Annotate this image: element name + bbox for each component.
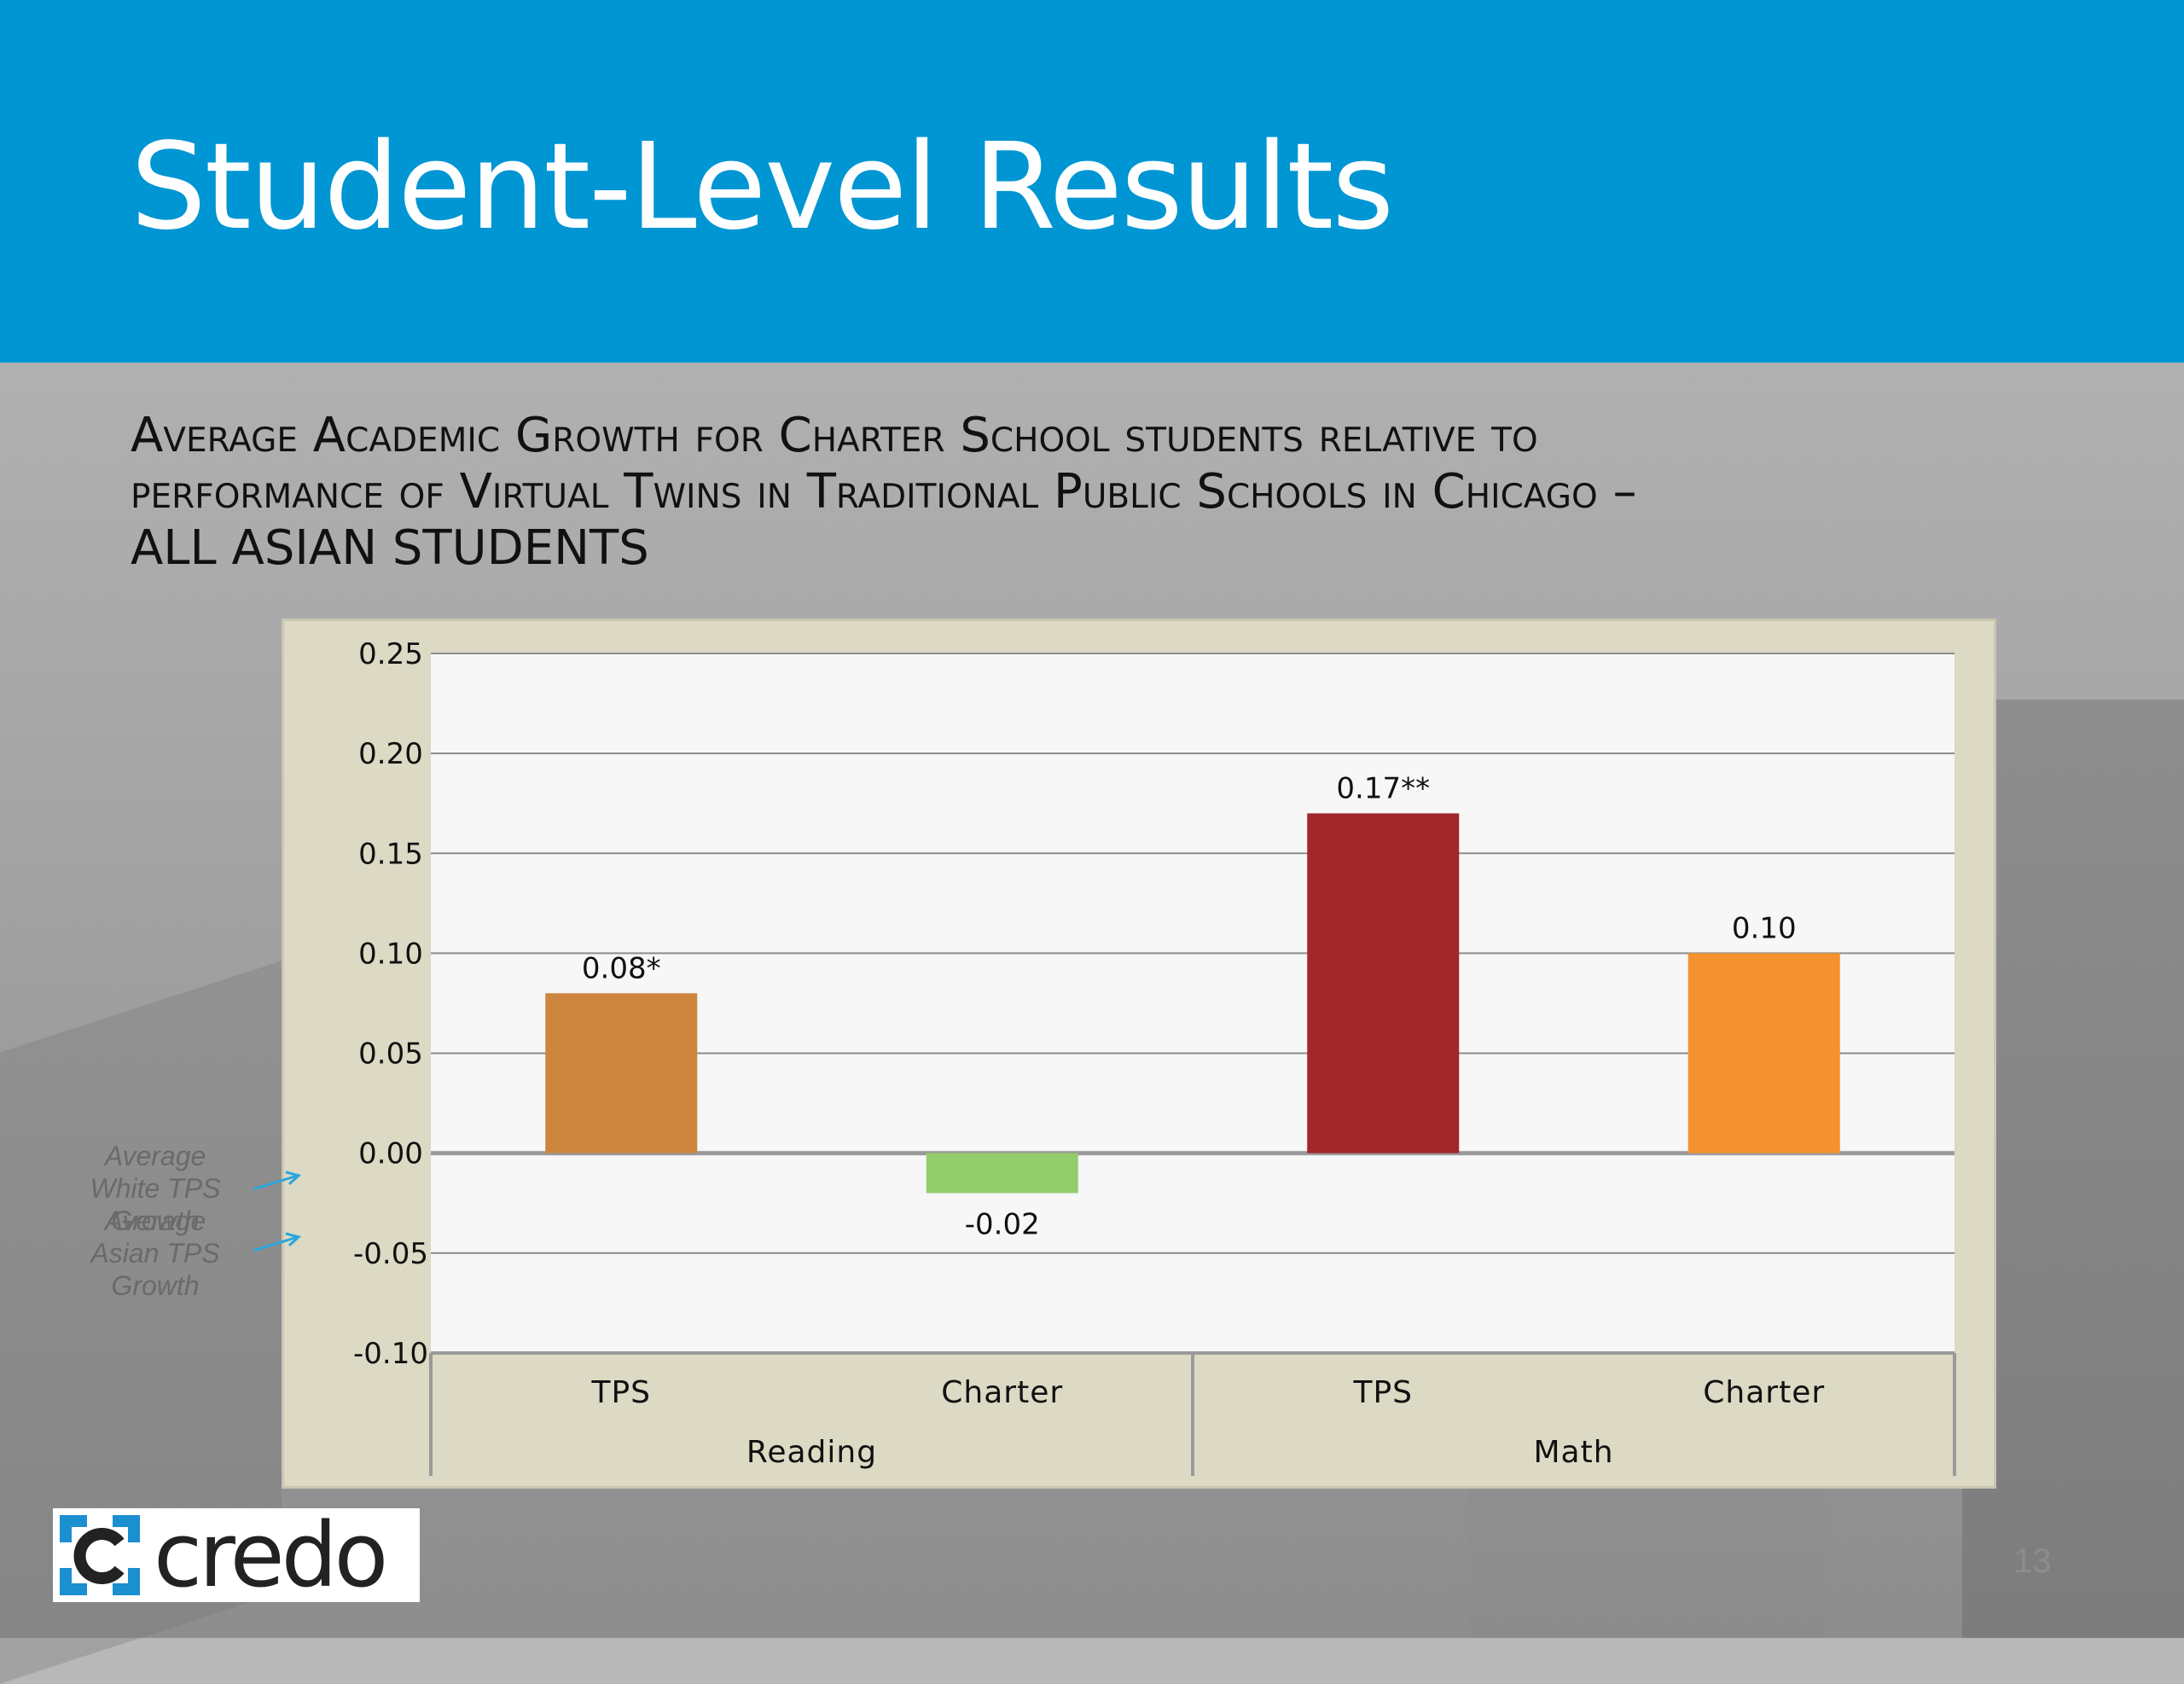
bar [1307,813,1460,1153]
credo-logo-text: credo [154,1503,388,1607]
data-label: 0.17** [1336,771,1430,805]
arrow-asian-tps-icon [253,1232,302,1252]
x-group-label: Reading [746,1435,877,1470]
data-label: -0.02 [965,1208,1040,1242]
y-tick-label: 0.00 [358,1137,423,1171]
credo-logo-mark-icon [53,1508,147,1602]
y-tick-label: 0.10 [358,937,423,971]
credo-logo: credo [53,1508,420,1602]
x-category-label: TPS [590,1375,651,1410]
y-tick-label: 0.15 [358,837,423,871]
arrow-white-tps-icon [253,1170,302,1191]
bar [545,993,698,1153]
x-group-label: Math [1533,1435,1613,1470]
data-label: 0.08* [582,951,661,985]
y-tick-label: 0.20 [358,737,423,771]
subtitle-line-3: ALL ASIAN STUDENTS [131,520,649,576]
x-category-label: TPS [1352,1375,1413,1410]
y-tick-label: 0.25 [358,637,423,671]
chart-frame: 0.25 0.20 0.15 0.10 0.05 0.00 -0.05 -0.10 0.08* T… [282,618,1996,1489]
bar [1687,953,1840,1153]
slide-title: Student-Level Results [131,118,1394,257]
annotation-white-tps: Average White TPS Growth [90,1141,221,1236]
title-banner: Student-Level Results [0,0,2184,363]
page-number: 13 [2013,1542,2052,1580]
y-tick-label: -0.05 [353,1237,428,1271]
x-category-label: Charter [941,1375,1063,1410]
annotation-asian-tps: Average Asian TPS Growth [90,1205,220,1301]
data-label: 0.10 [1732,911,1797,945]
y-tick-label: 0.05 [358,1037,423,1071]
subtitle-line-2: performance of Virtual Twins in Traditio… [131,464,1637,520]
x-category-label: Charter [1703,1375,1825,1410]
bar [926,1153,1078,1193]
background-building-right [1962,700,2184,1638]
subtitle-line-1: Average Academic Growth for Charter Scho… [131,408,1538,463]
y-tick-label: -0.10 [353,1337,428,1371]
bar-chart: 0.25 0.20 0.15 0.10 0.05 0.00 -0.05 -0.10 0.08* T… [353,637,1956,1476]
chart-subtitle: Average Academic Growth for Charter Scho… [131,408,1922,577]
